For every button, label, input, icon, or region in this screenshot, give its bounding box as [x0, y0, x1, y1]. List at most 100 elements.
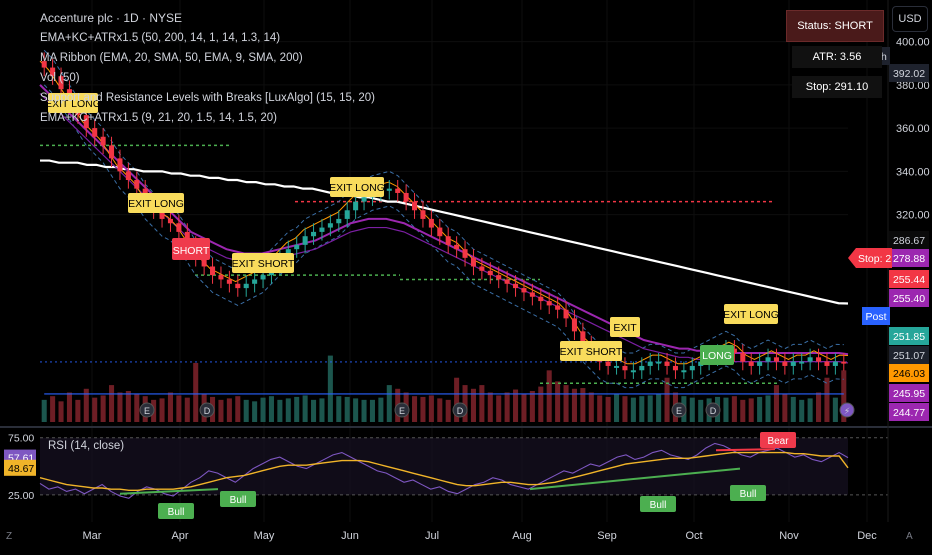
- signal-label-text: EXIT SHORT: [232, 258, 295, 270]
- volume-bar: [748, 398, 754, 422]
- candle-body: [403, 192, 409, 202]
- volume-bars: [41, 355, 847, 422]
- bull-divergence-line: [119, 488, 219, 495]
- candle-body: [252, 279, 258, 284]
- volume-bar: [487, 392, 493, 422]
- time-tick-jun: Jun: [341, 530, 359, 542]
- volume-bar: [740, 399, 746, 422]
- currency-button[interactable]: USD: [892, 6, 928, 32]
- signal-label-bg: [700, 345, 734, 365]
- candle-body: [546, 301, 552, 306]
- stop-label: Stop: 291.10: [792, 76, 882, 98]
- auto-scale-icon[interactable]: A: [906, 531, 913, 542]
- candle-body: [504, 279, 510, 284]
- volume-bar: [470, 388, 476, 422]
- candle-body: [731, 348, 737, 353]
- volume-bar: [428, 395, 434, 422]
- time-tick-nov: Nov: [779, 530, 799, 542]
- volume-bar: [513, 389, 519, 422]
- price-tag-bg: [889, 270, 929, 288]
- volume-bar: [630, 397, 636, 422]
- rsi-signal-text: Bull: [168, 507, 185, 518]
- volume-bar: [773, 385, 779, 422]
- candle-body: [773, 357, 779, 362]
- event-markers[interactable]: E D E D E D ⚡: [139, 402, 855, 418]
- price-tick: 320.00: [896, 210, 930, 222]
- price-tick: 360.00: [896, 123, 930, 135]
- rsi-signal-text: Bull: [650, 500, 667, 511]
- keltner-upper: [43, 49, 844, 354]
- volume-bar: [226, 398, 232, 422]
- price-tick: 400.00: [896, 37, 930, 49]
- candle-body: [83, 115, 89, 129]
- volume-bar: [841, 370, 847, 422]
- status-label: Status: SHORT: [786, 10, 884, 42]
- price-tag-text: Post: [865, 311, 886, 323]
- candle-body: [260, 275, 266, 280]
- volume-bar: [412, 396, 418, 422]
- volume-bar: [571, 388, 577, 422]
- volume-bar: [302, 395, 308, 422]
- volume-bar: [479, 385, 485, 422]
- timezone-toggle-icon[interactable]: Z: [6, 531, 12, 542]
- volume-bar: [41, 399, 47, 422]
- time-axis[interactable]: Mar Apr May Jun Jul Aug Sep Oct Nov Dec Z A: [6, 530, 913, 542]
- signal-label-bg: [724, 304, 778, 324]
- candle-body: [226, 279, 232, 284]
- volume-bar: [285, 398, 291, 422]
- rsi-pane: Bull Bull Bull Bull Bear: [39, 432, 888, 519]
- price-tag-bg: [889, 327, 929, 345]
- candle-body: [58, 76, 64, 90]
- candle-body: [782, 361, 788, 366]
- volume-bar: [521, 393, 527, 422]
- candle-body: [816, 357, 822, 362]
- price-tag-text: 286.67: [893, 235, 925, 247]
- rsi-signal-text: Bull: [740, 489, 757, 500]
- volume-bar: [176, 395, 182, 422]
- candle-body: [479, 266, 485, 271]
- volume-bar: [445, 399, 451, 422]
- rsi-tick: 25.00: [8, 490, 34, 502]
- price-tag-bg: [889, 231, 929, 249]
- event-marker-label: D: [710, 406, 717, 416]
- candle-body: [748, 361, 754, 366]
- candle-body: [563, 309, 569, 319]
- candle-body: [555, 305, 561, 310]
- price-tag-text: 245.95: [893, 388, 925, 400]
- time-tick-dec: Dec: [857, 530, 877, 542]
- event-marker-icon: [452, 402, 468, 418]
- volume-bar: [109, 385, 115, 422]
- volume-bar: [757, 396, 763, 422]
- volume-bar: [496, 395, 502, 422]
- candle-body: [167, 218, 173, 224]
- event-marker-icon: [139, 402, 155, 418]
- volume-bar: [243, 399, 249, 422]
- volume-bar: [125, 391, 131, 422]
- rsi-legend[interactable]: RSI (14, close): [48, 440, 125, 452]
- price-tag-text: 246.03: [893, 368, 925, 380]
- candle-body: [302, 236, 308, 245]
- rsi-signal-text: Bear: [767, 436, 789, 447]
- candle-body: [218, 275, 224, 280]
- price-tag-bg: [889, 64, 929, 82]
- candle-body: [841, 361, 847, 364]
- time-tick-may: May: [254, 530, 275, 542]
- price-axis[interactable]: 400.00 380.00 360.00 340.00 320.00: [887, 0, 930, 522]
- event-marker-label: D: [457, 406, 464, 416]
- event-marker-icon: [199, 402, 215, 418]
- volume-bar: [824, 377, 830, 422]
- candle-body: [412, 201, 418, 211]
- candle-body: [681, 370, 687, 373]
- signal-label-bg: [330, 177, 384, 197]
- volume-bar: [327, 355, 333, 422]
- volume-bar: [336, 396, 342, 422]
- rsi-signal-bg: [640, 496, 676, 512]
- volume-bar: [50, 396, 56, 422]
- volume-bar: [807, 398, 813, 422]
- event-marker-label: D: [204, 406, 211, 416]
- candle-body: [807, 357, 813, 362]
- volume-bar: [58, 401, 64, 422]
